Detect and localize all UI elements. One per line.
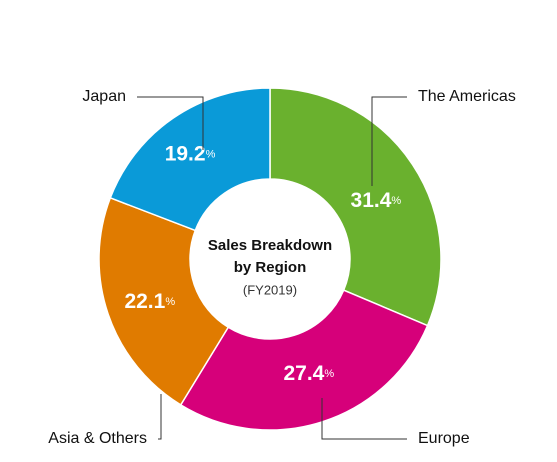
chart-title: by Region [234,259,307,276]
slice [269,87,442,327]
slice [98,196,230,406]
slice [179,289,429,431]
value-label: 27.4% [283,361,334,384]
value-label: 31.4% [351,188,402,211]
chart-title: Sales Breakdown [208,237,332,254]
leader-line [137,96,204,150]
category-label: The Americas [418,88,516,105]
value-label: 19.2% [165,142,216,165]
slices [98,87,442,431]
category-label: Asia & Others [48,430,147,447]
leader-line [158,394,162,440]
leader-line [371,96,407,186]
category-label: Europe [418,430,470,447]
chart-subtitle: (FY2019) [243,282,297,297]
value-label: 22.1% [124,289,175,312]
leader-line [321,398,407,440]
category-label: Japan [82,88,126,105]
slice [109,87,271,232]
